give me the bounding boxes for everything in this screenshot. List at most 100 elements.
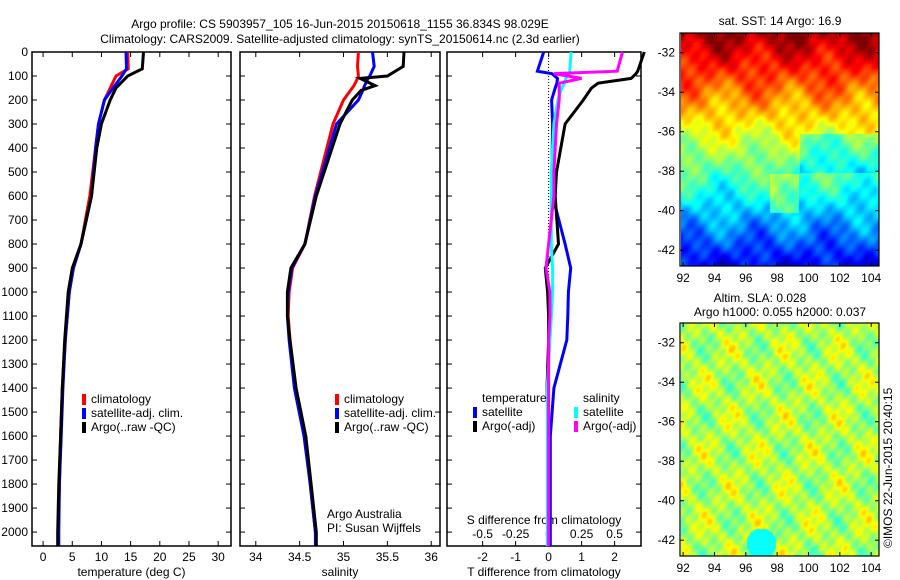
temperature-axes-box [31,51,232,547]
x-tick-label: -1 [510,550,521,564]
x-tick-label: 92 [676,561,690,575]
y-tick-label: 1600 [1,429,28,443]
sla-map-image [681,323,879,556]
y-tick-label: -34 [658,375,676,389]
y-tick-label: -34 [658,85,676,99]
x2-tick-label: 0.25 [570,527,594,541]
difference-xlabel: T difference from climatology [467,565,621,579]
legend-swatch [473,407,477,418]
temperature-panel: 0100200300400500600700800900100011001200… [1,45,232,579]
legend-label: climatology [91,392,151,406]
salinity-panel: 34 34.5 35 35.5 36 salinity climatologysatelli… [239,51,441,579]
y-tick-label: 800 [8,237,28,251]
x2-tick-label: -0.25 [502,527,530,541]
x-tick-label: 35 [337,550,351,564]
x-tick-label: 20 [153,550,167,564]
y-tick-label: 1100 [2,309,28,323]
series-line-satellite-adj-clim- [285,51,376,546]
s-diff-xlabel: S difference from climatology [467,513,622,527]
legend-swatch [335,394,339,405]
series-line-t-argo-adj- [543,51,646,546]
x-tick-label: 104 [861,271,881,285]
x-tick-label: 2 [611,550,618,564]
y-tick-label: -40 [658,204,676,218]
y-tick-label: 1500 [1,405,28,419]
y-tick-label: 1000 [1,285,28,299]
y-tick-label: -36 [658,415,676,429]
x-tick-label: 102 [830,561,850,575]
x2-tick-label: -0.5 [472,527,493,541]
x-tick-label: 5 [69,550,76,564]
sst-map-frame [679,32,880,267]
legend-label: Argo(-adj) [482,419,535,433]
legend-label: Argo(..raw -QC) [91,420,176,434]
x-tick-label: 15 [124,550,138,564]
x-tick-label: 30 [211,550,225,564]
series-line-s-argo-adj- [544,51,624,546]
y-tick-label: 300 [8,117,28,131]
x-tick-label: 34.5 [288,550,312,564]
y-tick-label: 200 [8,93,28,107]
sla-map-frame [679,322,880,557]
legend-label: satellite [583,405,624,419]
sst-map-title: sat. SST: 14 Argo: 16.9 [719,14,842,28]
y-tick-label: 1800 [1,477,28,491]
sla-map-title: Altim. SLA: 0.028 [714,291,807,305]
legend-swatch [574,421,578,432]
x-tick-label: 36 [425,550,439,564]
sst-map-image [681,33,879,266]
salinity-axes-box [239,51,441,547]
series-line-argo-raw-qc- [285,51,406,546]
y-tick-label: 0 [21,45,28,59]
legend-label: satellite-adj. clim. [344,406,436,420]
legend-label: Argo(..raw -QC) [344,420,429,434]
y-tick-label: 1900 [1,501,28,515]
y-tick-label: -42 [658,243,676,257]
y-tick-label: 1700 [1,453,28,467]
series-line-argo-raw-qc- [56,51,145,546]
x-tick-label: 35.5 [376,550,400,564]
y-tick-label: 400 [8,141,28,155]
x-tick-label: 0 [40,550,47,564]
legend-swatch [82,408,86,419]
legend-swatch [82,394,86,405]
y-tick-label: 2000 [1,525,28,539]
x-tick-label: 0 [545,550,552,564]
salinity-xlabel: salinity [322,565,359,579]
legend-label: satellite [482,405,523,419]
x-tick-label: 98 [770,271,784,285]
x-tick-label: 25 [182,550,196,564]
title-line-2: Climatology: CARS2009. Satellite-adjuste… [100,32,580,46]
y-tick-label: -38 [658,454,676,468]
x-tick-label: 96 [739,271,753,285]
x-tick-label: 96 [739,561,753,575]
y-tick-label: 100 [8,69,28,83]
legend-swatch [335,422,339,433]
x-tick-label: 98 [770,561,784,575]
y-tick-label: 1200 [1,333,28,347]
y-tick-label: -38 [658,164,676,178]
y-tick-label: 900 [8,261,28,275]
x-tick-label: 10 [95,550,109,564]
y-tick-label: -42 [658,533,676,547]
sst-map-axes: 92 94 96 98 100 102 104 -32 -34 -36 -38 -40 -42 [658,32,881,285]
x-tick-label: 1 [578,550,585,564]
x-tick-label: 100 [798,271,818,285]
difference-axes-box [446,51,642,547]
legend-title-salinity: salinity [583,391,620,405]
legend-label: climatology [344,392,404,406]
x-tick-label: -2 [477,550,488,564]
x-tick-label: 94 [708,561,722,575]
legend-swatch [473,421,477,432]
y-tick-label: 600 [8,189,28,203]
title-line-1: Argo profile: CS 5903957_105 16-Jun-2015… [131,17,548,31]
legend-swatch [335,408,339,419]
legend-label: satellite-adj. clim. [91,406,183,420]
x-tick-label: 102 [830,271,850,285]
y-tick-label: 1300 [1,357,28,371]
series-line-climatology [286,51,360,547]
x2-tick-label: 0.5 [606,527,623,541]
y-tick-label: -32 [658,46,676,60]
